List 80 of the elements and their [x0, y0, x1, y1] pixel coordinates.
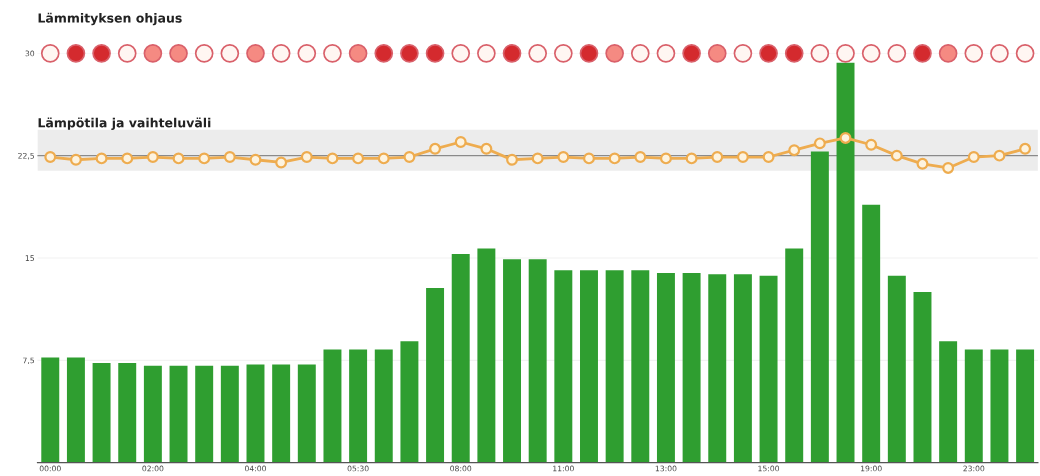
point [429, 142, 442, 155]
point [1019, 142, 1032, 155]
bar [41, 357, 60, 463]
point [685, 152, 698, 165]
annotation: Lämpötila ja vaihteluväli [38, 117, 211, 130]
point [69, 153, 82, 166]
point [736, 151, 749, 163]
point [198, 152, 211, 165]
point [249, 153, 262, 166]
bar [810, 151, 829, 463]
bar [323, 349, 342, 463]
point [762, 151, 775, 163]
bar [451, 253, 470, 463]
point [788, 144, 801, 157]
bar [143, 365, 162, 463]
bar [477, 248, 496, 463]
bar [964, 349, 983, 463]
bar [426, 288, 445, 463]
point [967, 151, 980, 163]
point [172, 152, 185, 165]
bar [862, 204, 881, 463]
point [839, 131, 852, 144]
point [634, 151, 647, 163]
bar [682, 273, 701, 463]
bar [297, 364, 316, 463]
point [557, 151, 570, 163]
point [300, 151, 313, 163]
bar [528, 259, 547, 463]
point [890, 149, 903, 162]
bar [605, 270, 624, 463]
point [993, 149, 1006, 162]
bar [785, 248, 804, 463]
point [326, 152, 339, 165]
bar [118, 363, 137, 463]
point [95, 152, 108, 165]
point [711, 151, 724, 163]
bar [708, 274, 727, 463]
point [608, 152, 621, 165]
bar [580, 270, 598, 463]
point [223, 151, 236, 163]
point [659, 152, 672, 165]
chart-title: Lämmityksen ohjaus [38, 12, 182, 26]
bar [220, 365, 239, 463]
point [352, 152, 365, 165]
bar [169, 365, 188, 463]
bar [195, 365, 214, 463]
bar [66, 357, 85, 463]
point [480, 142, 493, 155]
bar [1016, 349, 1035, 463]
point [865, 138, 878, 151]
bar [913, 292, 932, 463]
bar [92, 363, 111, 463]
bar [656, 273, 675, 463]
bar [887, 275, 906, 463]
bar [836, 62, 855, 463]
bar [503, 259, 522, 463]
point [916, 157, 929, 170]
bar [400, 341, 419, 463]
point [275, 156, 288, 169]
point [146, 151, 159, 163]
point [813, 137, 826, 150]
point [942, 161, 955, 174]
bar [990, 349, 1009, 463]
bar [349, 349, 368, 463]
bar [759, 275, 778, 463]
point [583, 152, 595, 165]
point [377, 152, 390, 165]
point [403, 151, 416, 163]
point [506, 153, 518, 166]
point [454, 136, 467, 148]
point [531, 152, 544, 165]
bar [939, 341, 958, 463]
bar [246, 364, 265, 463]
bar [554, 270, 573, 463]
point [44, 151, 57, 163]
bar [374, 349, 393, 463]
bar [272, 364, 291, 463]
point [121, 152, 134, 165]
bar [631, 270, 650, 463]
bar [733, 274, 752, 463]
